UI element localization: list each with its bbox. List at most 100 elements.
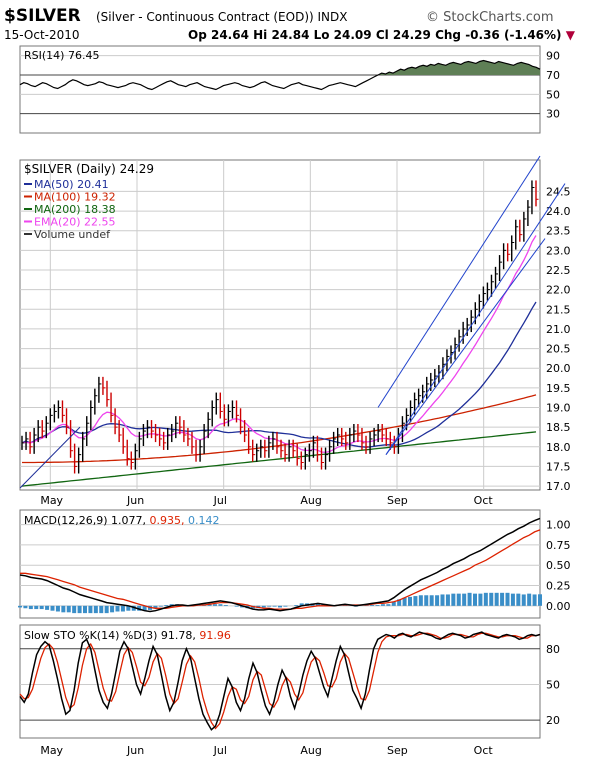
legend-entry: EMA(20) 22.55 (34, 216, 116, 229)
macd-histogram-bar (158, 605, 163, 607)
macd-histogram-bar (278, 605, 282, 608)
macd-histogram-bar (435, 595, 440, 606)
macd-histogram-bar (126, 605, 131, 611)
rsi-tick-label: 70 (546, 69, 560, 82)
macd-histogram-bar (234, 605, 239, 607)
macd-histogram-bar (424, 595, 429, 606)
high-value: Hi 24.84 (253, 28, 310, 42)
macd-histogram-bar (532, 594, 537, 606)
macd-histogram-bar (131, 605, 136, 611)
price-tick-label: 18.0 (546, 441, 571, 454)
legend-entry: MA(50) 20.41 (34, 178, 109, 191)
rsi-panel-frame (19, 45, 541, 134)
rsi-tick-label: 90 (546, 50, 560, 63)
sto-month-label: Jun (126, 744, 144, 757)
change-value: Chg -0.36 (-1.46%) (435, 28, 562, 42)
sto-month-label: Sep (387, 744, 408, 757)
macd-histogram-bar (142, 605, 147, 611)
price-tick-label: 17.5 (546, 460, 571, 473)
macd-histogram-bar (451, 593, 456, 606)
macd-title: MACD(12,26,9) 1.077, 0.935, 0.142 (24, 514, 220, 527)
macd-histogram-bar (45, 605, 50, 610)
macd-histogram-bar (55, 605, 60, 612)
macd-histogram-bar (473, 593, 477, 606)
price-tick-label: 19.5 (546, 382, 571, 395)
rsi-tick-label: 50 (546, 88, 560, 101)
macd-histogram-bar (223, 605, 228, 606)
macd-histogram-bar (207, 604, 212, 606)
price-title: $SILVER (Daily) 24.29 (24, 162, 154, 176)
macd-histogram-bar (66, 605, 71, 613)
macd-tick-label: 0.25 (546, 580, 571, 593)
sto-tick-label: 80 (546, 643, 560, 656)
price-tick-label: 24.0 (546, 205, 571, 218)
macd-histogram-bar (489, 592, 494, 606)
sto-panel-frame (19, 624, 541, 739)
macd-histogram-bar (294, 605, 299, 606)
macd-histogram-bar (213, 604, 217, 606)
sto-month-label: Aug (300, 744, 321, 757)
price-panel-frame (19, 159, 541, 491)
price-month-label: Oct (474, 494, 494, 507)
macd-histogram-bar (88, 605, 93, 614)
macd-histogram-bar (418, 595, 423, 606)
price-tick-label: 21.0 (546, 323, 571, 336)
macd-histogram-bar (120, 605, 125, 612)
macd-histogram-bar (83, 605, 87, 614)
rsi-line (19, 59, 541, 91)
macd-histogram-bar (61, 605, 66, 613)
brand-label[interactable]: © StockCharts.com (426, 10, 554, 25)
price-tick-label: 21.5 (546, 303, 571, 316)
quote-line: Op 24.64 Hi 24.84 Lo 24.09 Cl 24.29 Chg … (188, 28, 575, 42)
sto-d-line (19, 632, 541, 730)
price-tick-label: 20.5 (546, 343, 571, 356)
macd-histogram-bar (104, 605, 109, 614)
macd-histogram-bar (169, 604, 174, 606)
quote-date: 15-Oct-2010 (4, 28, 80, 42)
macd-histogram-bar (467, 592, 472, 606)
macd-histogram-bar (72, 605, 77, 614)
macd-histogram-bar (299, 603, 304, 606)
macd-histogram-bar (391, 601, 396, 606)
price-tick-label: 17.0 (546, 480, 571, 493)
macd-histogram-bar (50, 605, 55, 611)
macd-histogram-bar (164, 605, 169, 606)
macd-histogram-bar (445, 594, 450, 606)
price-month-label: Jun (126, 494, 144, 507)
price-month-label: Aug (300, 494, 321, 507)
macd-histogram-bar (28, 605, 33, 610)
macd-tick-label: 0.75 (546, 539, 571, 552)
sto-month-label: Oct (474, 744, 494, 757)
trend-support-line (385, 238, 546, 455)
macd-histogram-bar (267, 605, 272, 607)
price-month-label: May (40, 494, 63, 507)
symbol-title: $SILVER (4, 6, 81, 26)
macd-tick-label: 0.00 (546, 600, 571, 613)
macd-histogram-bar (218, 604, 223, 606)
macd-histogram-bar (315, 603, 320, 606)
down-triangle-icon: ▼ (565, 28, 575, 42)
macd-histogram-bar (283, 605, 288, 607)
macd-histogram-bar (137, 605, 142, 611)
sto-tick-label: 50 (546, 678, 560, 691)
macd-histogram-bar (115, 605, 120, 612)
low-value: Lo 24.09 (313, 28, 372, 42)
macd-histogram-bar (521, 594, 526, 606)
rsi-title: RSI(14) 76.45 (24, 49, 99, 62)
price-month-label: Jul (213, 494, 227, 507)
macd-histogram-bar (429, 595, 434, 606)
macd-histogram-bar (413, 596, 418, 606)
price-tick-label: 18.5 (546, 421, 571, 434)
sto-month-label: Jul (213, 744, 227, 757)
price-tick-label: 23.5 (546, 225, 571, 238)
macd-line (19, 517, 541, 613)
macd-signal-line (20, 529, 541, 610)
macd-histogram-bar (500, 592, 505, 606)
macd-histogram-bar (505, 592, 510, 606)
macd-histogram-bar (462, 593, 467, 606)
sto-tick-label: 20 (546, 714, 560, 727)
macd-histogram-bar (440, 594, 445, 606)
trend-channel-lower (385, 183, 566, 455)
macd-histogram-bar (77, 605, 82, 614)
